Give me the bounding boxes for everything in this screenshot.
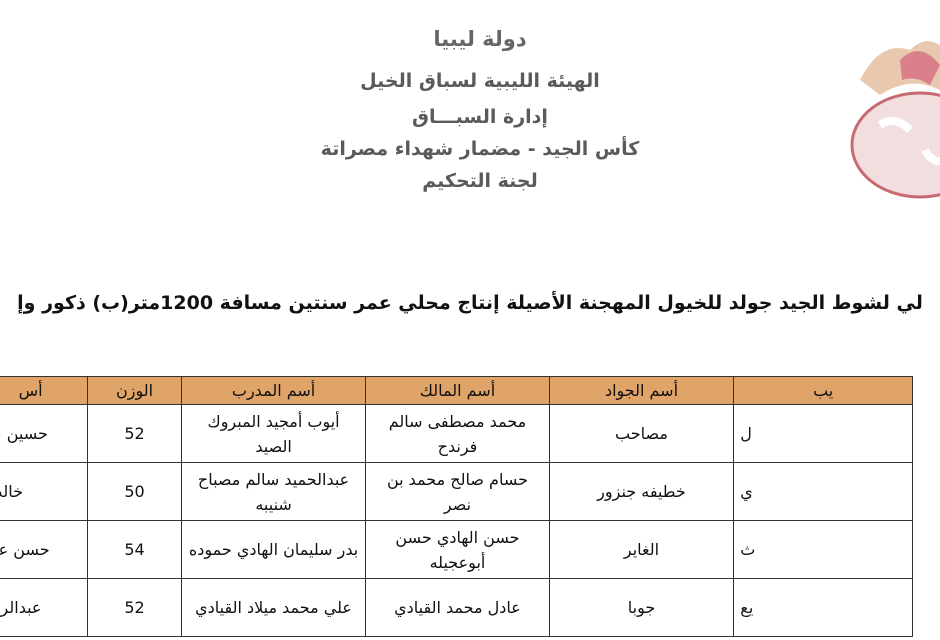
logo-badge bbox=[850, 91, 940, 199]
table-cell: عادل محمد القيادي bbox=[365, 578, 550, 637]
logo bbox=[850, 41, 940, 199]
table-cell: مصاحب bbox=[548, 404, 735, 463]
header-row: يب أسم الجواد أسم المالك أسم المدرب الوزن أس bbox=[0, 376, 913, 405]
column-header: يب bbox=[733, 376, 913, 405]
table-cell: الغاير bbox=[548, 520, 735, 579]
table-cell: يع bbox=[733, 578, 913, 637]
entries-table: يب أسم الجواد أسم المالك أسم المدرب الوزن أس … bbox=[0, 376, 913, 637]
table-cell: خالد م bbox=[0, 462, 89, 521]
logo-script bbox=[877, 117, 940, 166]
table-row: يع جوبا عادل محمد القيادي علي محمد ميلاد ال… bbox=[0, 578, 913, 637]
race-title: لي لشوط الجيد جولد للخيول المهجنة الأصيل… bbox=[17, 292, 923, 314]
table-cell: بدر سليمان الهادي حموده bbox=[180, 520, 367, 579]
table-row: ي خطيفه جنزور حسام صالح محمد بن نصر عبدالحم… bbox=[0, 462, 913, 521]
column-header: أس bbox=[0, 376, 89, 405]
table-cell: عبدالرحم bbox=[0, 578, 89, 637]
table-cell: حسن الهادي حسن أبوعجيله bbox=[365, 520, 550, 579]
header-line: الهيئة الليبية لسباق الخيل bbox=[360, 70, 600, 92]
table-cell: 52 bbox=[87, 404, 182, 463]
table-cell: خطيفه جنزور bbox=[548, 462, 735, 521]
table-cell: ل bbox=[733, 404, 913, 463]
table-cell: حسام صالح محمد بن نصر bbox=[365, 462, 550, 521]
column-header: أسم المالك bbox=[365, 376, 550, 405]
column-header: أسم الجواد bbox=[548, 376, 735, 405]
table-cell: جوبا bbox=[548, 578, 735, 637]
table-cell: علي محمد ميلاد القيادي bbox=[180, 578, 367, 637]
table-cell: 52 bbox=[87, 578, 182, 637]
table-cell: ث bbox=[733, 520, 913, 579]
table-row: ل مصاحب محمد مصطفى سالم فرندح أيوب أمجيد ال… bbox=[0, 404, 913, 463]
header-line: كأس الجيد - مضمار شهداء مصراتة bbox=[320, 138, 640, 160]
header-line: إدارة السبـــاق bbox=[412, 106, 548, 128]
table-cell: 50 bbox=[87, 462, 182, 521]
table-cell: حسن علي bbox=[0, 520, 89, 579]
table-row: ث الغاير حسن الهادي حسن أبوعجيله بدر سليمان… bbox=[0, 520, 913, 579]
header-line: لجنة التحكيم bbox=[422, 170, 538, 192]
table-cell: محمد مصطفى سالم فرندح bbox=[365, 404, 550, 463]
table-cell: حسين عل bbox=[0, 404, 89, 463]
header-line: دولة ليبيا bbox=[433, 27, 527, 51]
column-header: أسم المدرب bbox=[180, 376, 367, 405]
table-cell: أيوب أمجيد المبروك الصيد bbox=[180, 404, 367, 463]
logo-horse-red bbox=[900, 51, 940, 85]
table-cell: عبدالحميد سالم مصباح شنيبه bbox=[180, 462, 367, 521]
table-cell: ي bbox=[733, 462, 913, 521]
column-header: الوزن bbox=[87, 376, 182, 405]
table-cell: 54 bbox=[87, 520, 182, 579]
